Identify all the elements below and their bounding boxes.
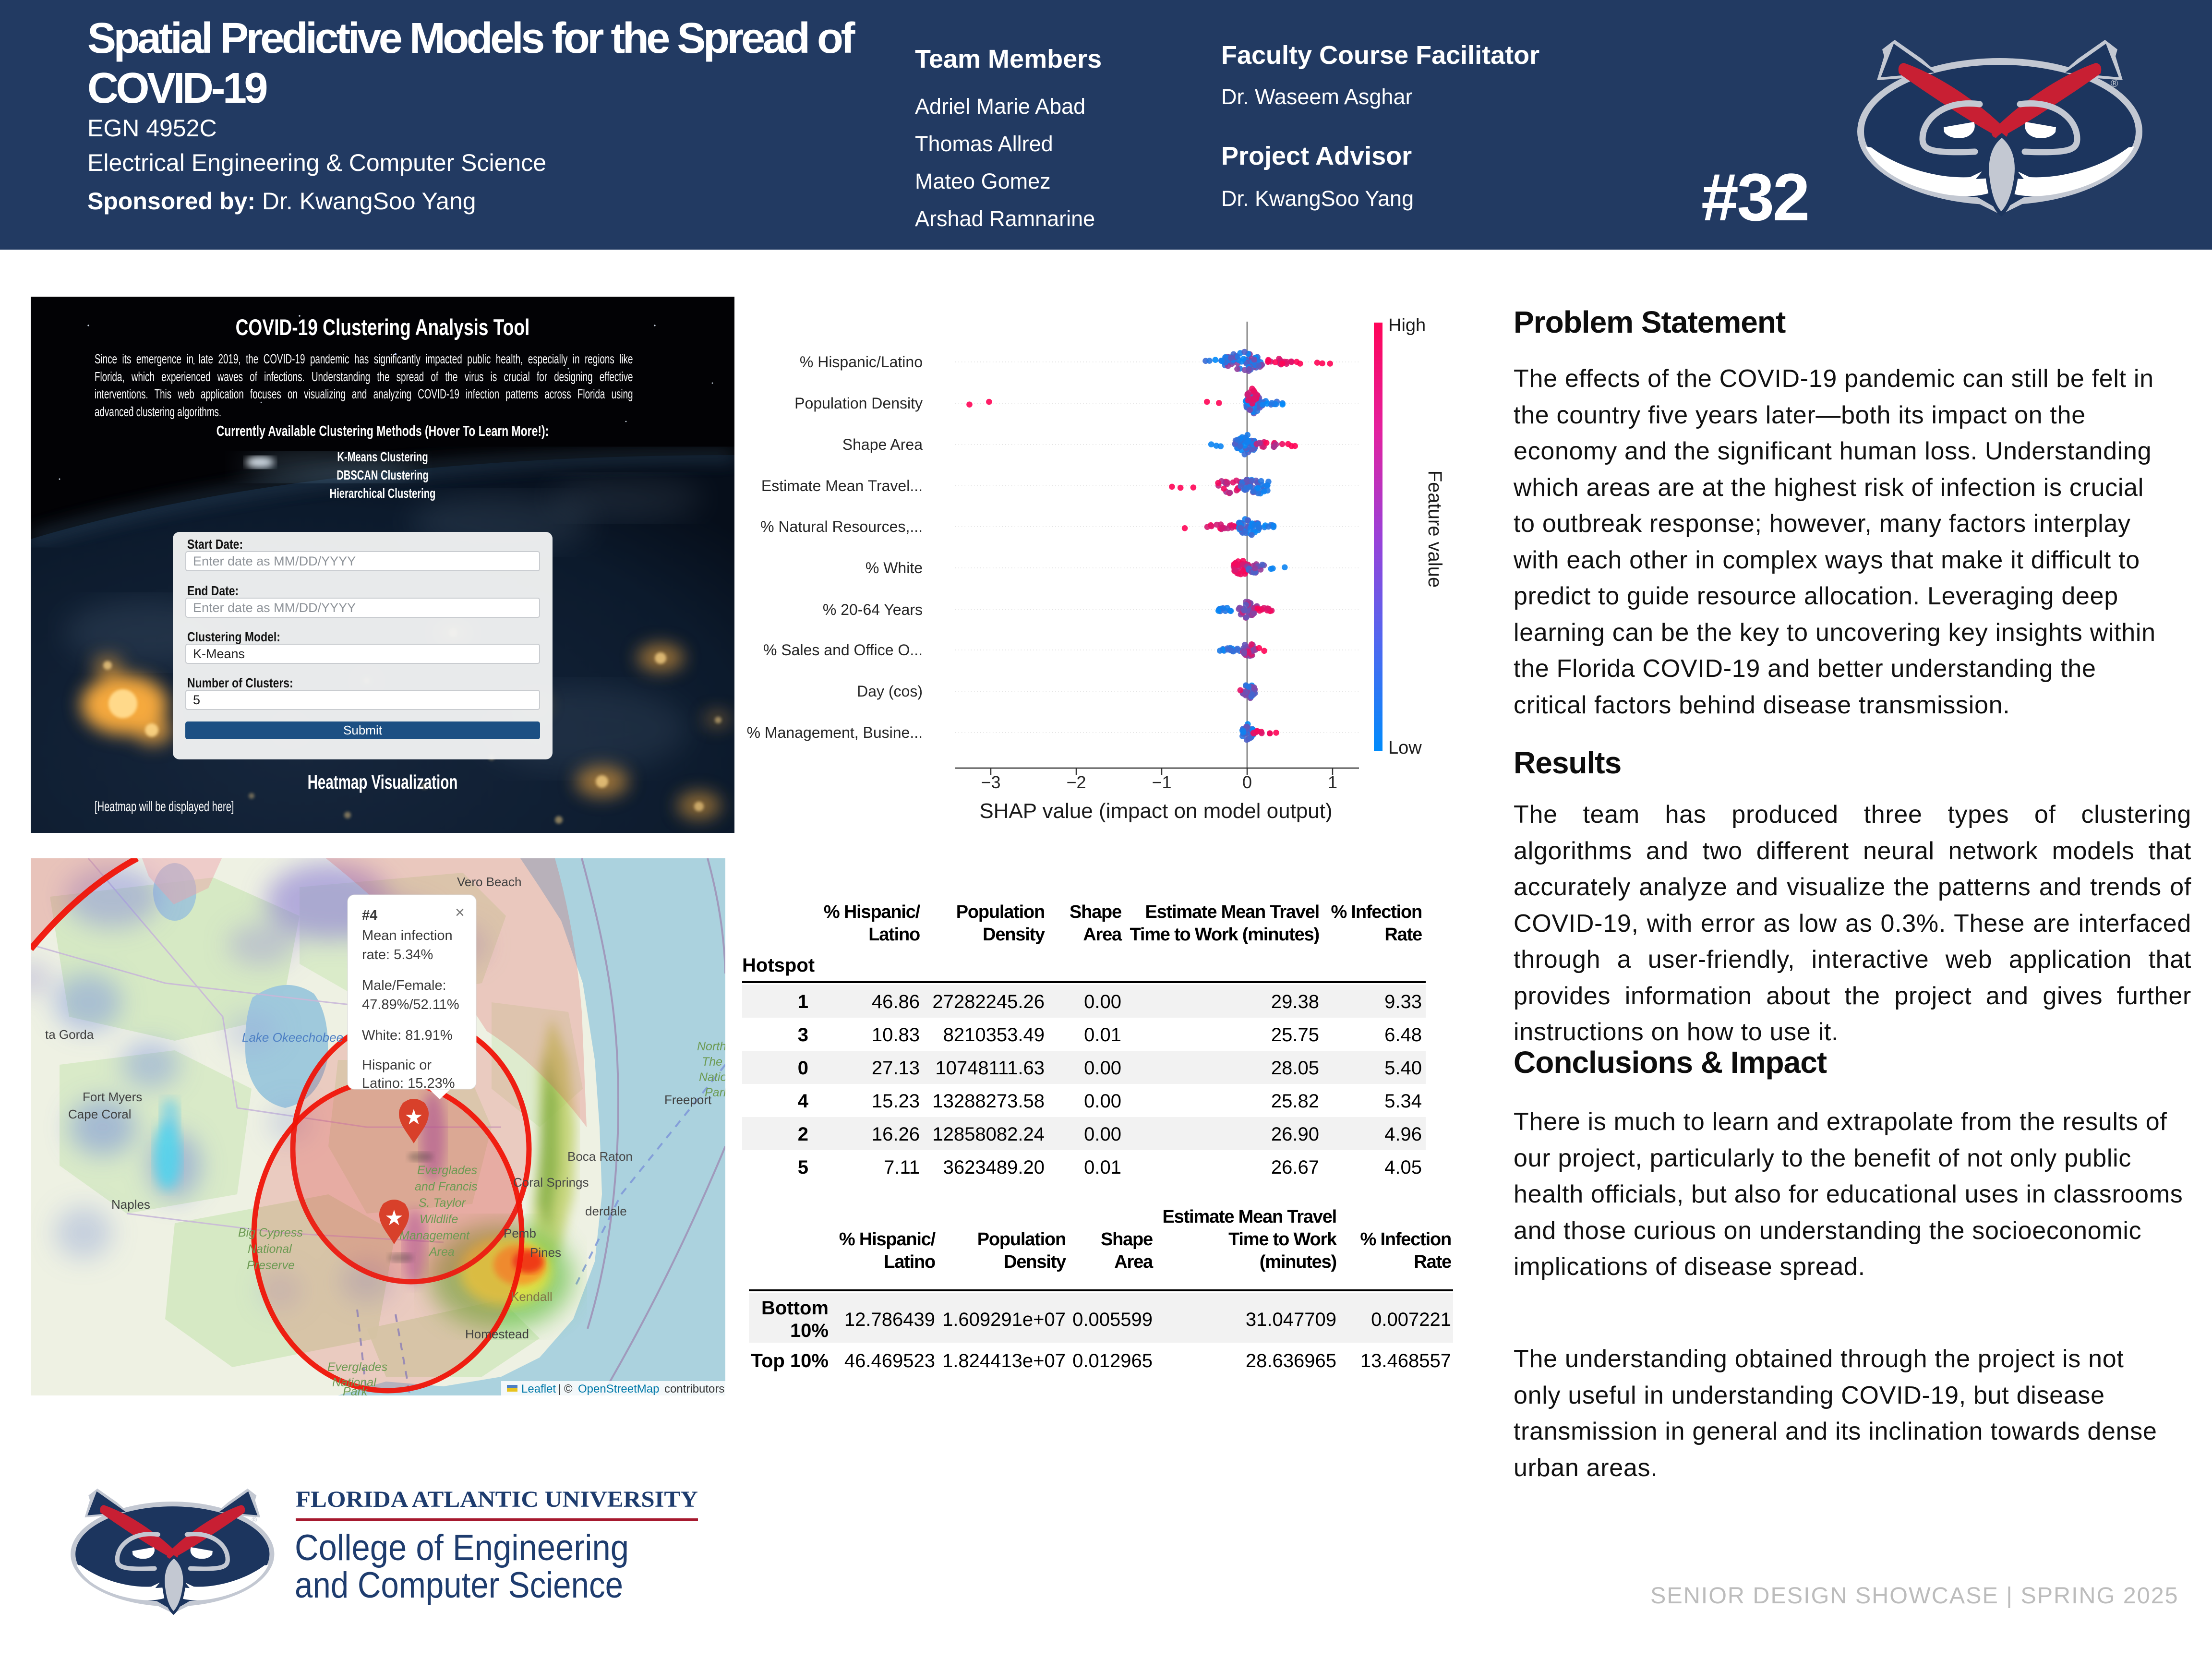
svg-text:#4: #4: [362, 908, 377, 923]
svg-text:SHAP value (impact on model ou: SHAP value (impact on model output): [979, 799, 1332, 823]
svg-text:rate: 5.34%: rate: 5.34%: [362, 947, 433, 962]
svg-text:Everglades: Everglades: [417, 1164, 477, 1177]
svg-text:ta Gorda: ta Gorda: [45, 1027, 94, 1042]
svg-text:×: ×: [455, 903, 465, 922]
svg-text:Homestead: Homestead: [465, 1327, 529, 1341]
svg-text:National: National: [248, 1242, 292, 1256]
svg-text:Mean infection: Mean infection: [362, 928, 453, 943]
svg-text:Hispanic or: Hispanic or: [362, 1058, 432, 1073]
svg-text:High: High: [1388, 315, 1426, 336]
svg-text:Vero Beach: Vero Beach: [457, 875, 521, 889]
svg-text:Day (cos): Day (cos): [857, 683, 923, 700]
svg-text:White: 81.91%: White: 81.91%: [362, 1028, 453, 1043]
svg-text:Management: Management: [399, 1229, 470, 1242]
svg-text:−2: −2: [1066, 772, 1086, 792]
svg-text:Kendall: Kendall: [511, 1289, 553, 1304]
svg-text:Shape Area: Shape Area: [842, 436, 923, 453]
svg-text:Area: Area: [428, 1245, 455, 1259]
svg-text:S. Taylor: S. Taylor: [419, 1196, 466, 1210]
svg-text:Population Density: Population Density: [794, 395, 923, 412]
svg-text:Naples: Naples: [111, 1197, 150, 1212]
svg-text:Coral Springs: Coral Springs: [513, 1175, 589, 1190]
svg-text:Estimate Mean Travel...: Estimate Mean Travel...: [761, 477, 923, 494]
svg-text:derdale: derdale: [585, 1204, 627, 1218]
svg-text:The G: The G: [702, 1055, 725, 1069]
svg-text:−1: −1: [1152, 772, 1171, 792]
svg-text:®: ®: [2111, 78, 2118, 89]
svg-text:% White: % White: [866, 559, 923, 577]
svg-text:Preserve: Preserve: [247, 1259, 295, 1272]
svg-text:Male/Female:: Male/Female:: [362, 978, 446, 993]
svg-text:Fort Myers: Fort Myers: [83, 1090, 142, 1104]
svg-text:Everglades: Everglades: [327, 1360, 387, 1374]
svg-text:Leaflet: Leaflet: [521, 1382, 556, 1395]
svg-text:National: National: [332, 1376, 377, 1389]
svg-text:and Computer Science: and Computer Science: [295, 1565, 623, 1606]
svg-text:Low: Low: [1388, 738, 1422, 758]
svg-text:Park: Park: [343, 1385, 368, 1395]
svg-text:Pemb: Pemb: [504, 1226, 536, 1240]
svg-text:College of Engineering: College of Engineering: [295, 1527, 629, 1568]
svg-text:Big Cypress: Big Cypress: [238, 1226, 303, 1239]
svg-text:®: ®: [252, 1516, 257, 1524]
svg-text:% Hispanic/Latino: % Hispanic/Latino: [800, 353, 923, 371]
svg-text:and Francis: and Francis: [415, 1180, 478, 1193]
svg-text:% 20-64 Years: % 20-64 Years: [823, 601, 923, 618]
svg-text:Boca Raton: Boca Raton: [567, 1149, 633, 1164]
svg-text:% Sales and Office O...: % Sales and Office O...: [763, 641, 923, 659]
svg-text:FLORIDA ATLANTIC UNIVERSITY: FLORIDA ATLANTIC UNIVERSITY: [296, 1487, 698, 1512]
svg-text:% Management, Busine...: % Management, Busine...: [747, 724, 923, 741]
svg-text:Nation: Nation: [699, 1070, 725, 1084]
svg-text:Park: Park: [705, 1086, 725, 1099]
svg-text:Pines: Pines: [530, 1245, 561, 1260]
svg-text:Latino: 15.23%: Latino: 15.23%: [362, 1076, 455, 1091]
svg-text:★: ★: [404, 1106, 423, 1129]
svg-text:47.89%/52.11%: 47.89%/52.11%: [362, 997, 459, 1012]
svg-text:Wildlife: Wildlife: [420, 1213, 458, 1226]
svg-text:| ©: | ©: [558, 1382, 573, 1395]
svg-text:North S: North S: [697, 1040, 725, 1053]
svg-text:% Natural Resources,...: % Natural Resources,...: [760, 518, 923, 535]
svg-text:Feature value: Feature value: [1424, 470, 1445, 588]
svg-text:0: 0: [1242, 772, 1252, 792]
svg-text:−3: −3: [981, 772, 1000, 792]
svg-text:★: ★: [385, 1206, 403, 1230]
svg-text:Cape Coral: Cape Coral: [68, 1107, 132, 1121]
svg-text:contributors: contributors: [664, 1382, 724, 1395]
svg-text:Freeport: Freeport: [664, 1093, 712, 1107]
svg-text:OpenStreetMap: OpenStreetMap: [578, 1382, 659, 1395]
svg-text:1: 1: [1328, 772, 1337, 792]
svg-text:Lake Okeechobee: Lake Okeechobee: [242, 1030, 343, 1045]
